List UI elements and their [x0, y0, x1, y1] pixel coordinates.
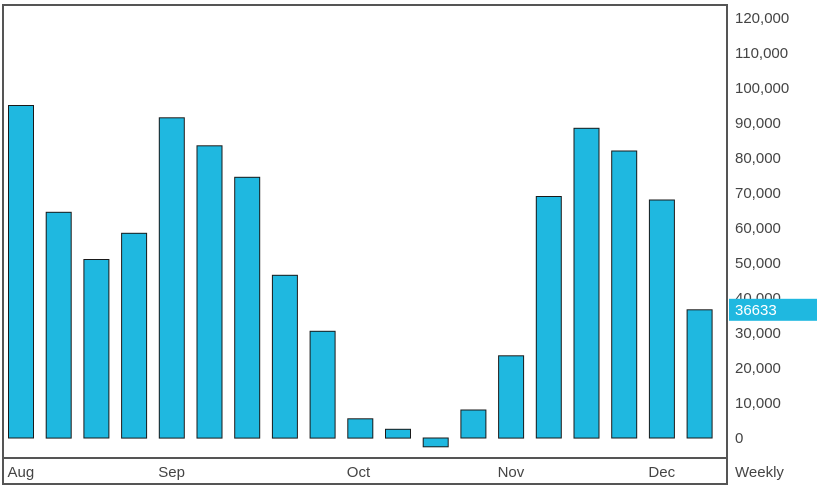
- bar: [498, 355, 525, 439]
- y-tick-label: 90,000: [735, 115, 781, 132]
- x-tick-label: Aug: [8, 464, 35, 481]
- x-tick-label: Nov: [498, 464, 525, 481]
- y-tick-label: 120,000: [735, 10, 789, 27]
- bar: [460, 409, 487, 439]
- bar: [83, 259, 110, 439]
- frequency-label: Weekly: [735, 464, 784, 481]
- bar: [573, 127, 600, 439]
- y-tick-label: 60,000: [735, 220, 781, 237]
- bars-group: [8, 105, 713, 448]
- y-tick-label: 10,000: [735, 395, 781, 412]
- x-tick-label: Sep: [158, 464, 185, 481]
- bar: [121, 232, 148, 439]
- last-value-badge-bg: [729, 298, 817, 321]
- bar: [686, 309, 713, 439]
- y-tick-labels: 010,00020,00030,00040,00050,00060,00070,…: [735, 10, 789, 447]
- bar: [347, 418, 374, 439]
- y-tick-label: 100,000: [735, 80, 789, 97]
- bar: [196, 145, 223, 439]
- y-tick-label: 20,000: [735, 360, 781, 377]
- bar: [158, 117, 185, 439]
- x-tick-labels: Aug Sep Oct Nov Dec: [8, 464, 676, 481]
- y-tick-label: 80,000: [735, 150, 781, 167]
- y-tick-label: 70,000: [735, 185, 781, 202]
- y-tick-label: 50,000: [735, 255, 781, 272]
- bar: [422, 437, 449, 448]
- bar: [8, 105, 34, 439]
- x-tick-label: Dec: [648, 464, 675, 481]
- bar: [309, 330, 336, 439]
- bar: [385, 428, 411, 439]
- bar: [45, 211, 72, 439]
- last-value-badge: 36633: [729, 298, 817, 321]
- y-tick-label: 30,000: [735, 325, 781, 342]
- bar: [535, 196, 562, 439]
- bar: [611, 150, 638, 439]
- bar: [648, 199, 675, 439]
- x-tick-label: Oct: [347, 464, 371, 481]
- y-tick-label: 0: [735, 430, 743, 447]
- y-tick-label: 110,000: [735, 45, 788, 62]
- last-value-label: 36633: [735, 302, 777, 319]
- bar: [234, 176, 261, 439]
- bar: [271, 274, 298, 439]
- x-axis-frame: [2, 457, 728, 485]
